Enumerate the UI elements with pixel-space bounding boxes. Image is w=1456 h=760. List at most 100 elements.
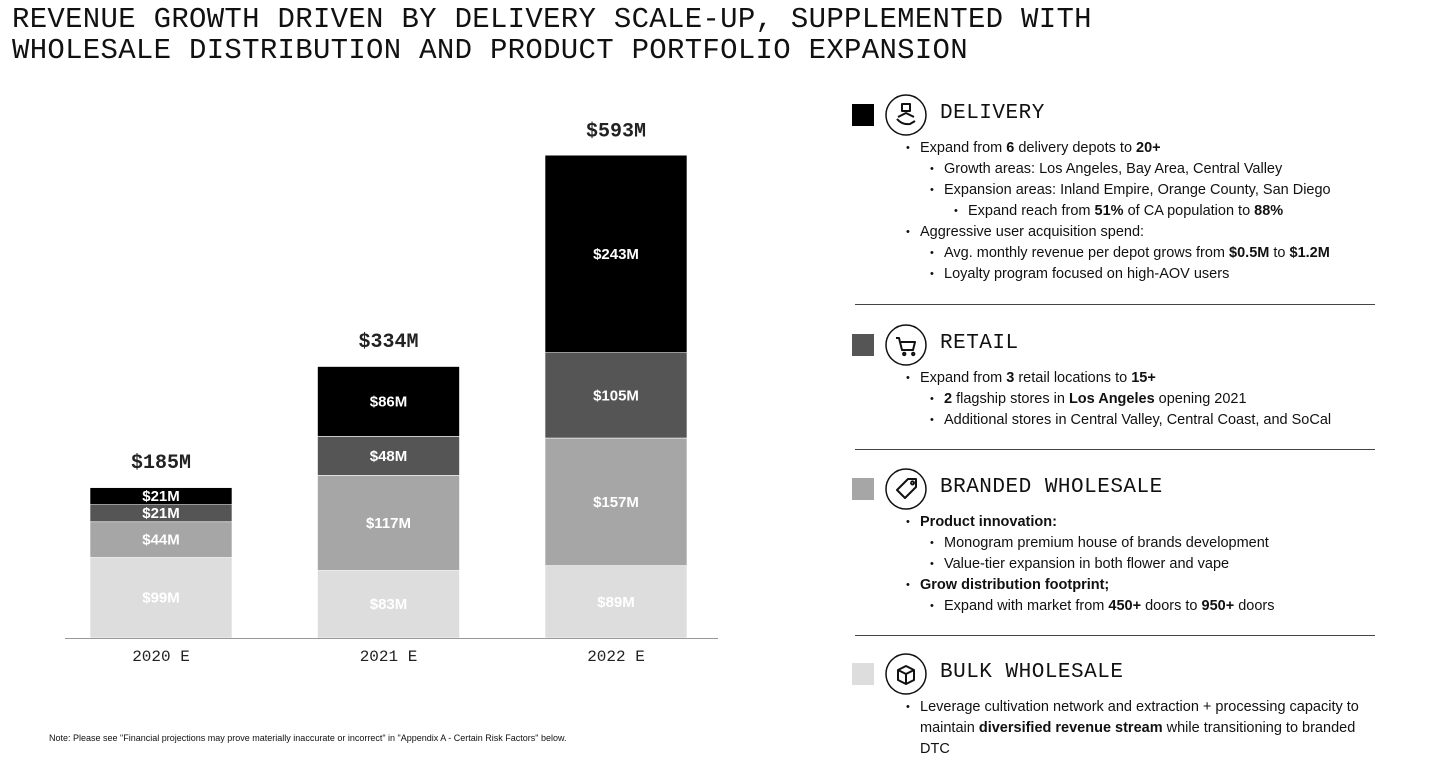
value-label: $86M [370,393,408,410]
text-run: Expand reach from [968,203,1095,219]
bold-run: Product innovation: [920,514,1057,530]
legend-swatch [852,334,874,356]
value-label: $157M [593,494,639,511]
bullet-text: Aggressive user acquisition spend: [906,222,1370,243]
panel-header: DELIVERY [852,94,1412,136]
text-run: doors to [1141,598,1202,614]
x-tick-label: 2022 E [587,648,645,666]
bullet-item: Product innovation: Monogram premium hous… [852,512,1412,575]
legend-swatch [852,663,874,685]
bullet-item: Expand with market from 450+ doors to 95… [852,596,1412,617]
bullet-list: Leverage cultivation network and extract… [852,697,1412,760]
text-run: Growth areas: Los Angeles, Bay Area, Cen… [944,161,1283,177]
value-label: $99M [142,590,180,607]
legend-panel: BRANDED WHOLESALE Product innovation: Mono… [852,468,1412,617]
bar-segment [317,366,460,437]
bar-segment [544,437,688,566]
bar-segment [89,557,233,639]
legend-label: BULK WHOLESALE [940,661,1124,684]
bullet-list: Expand from 3 retail locations to 15+2 f… [852,368,1412,431]
value-label: $44M [142,532,180,549]
bullet-item: Monogram premium house of brands develop… [852,533,1412,554]
text-run: Loyalty program focused on high-AOV user… [944,266,1230,282]
legend-label: DELIVERY [940,102,1045,125]
text-run: Additional stores in Central Valley, Cen… [944,412,1332,428]
legend-label: RETAIL [940,332,1019,355]
icon [885,94,927,136]
bullet-item: Aggressive user acquisition spend: Avg. m… [852,222,1412,285]
bullet-text: Additional stores in Central Valley, Cen… [930,410,1412,431]
value-label: $21M [142,505,180,522]
text-run: Leverage cultivation network and extract… [920,699,1359,736]
bar-segment [544,154,688,354]
legend-panel: BULK WHOLESALE Leverage cultivation netwo… [852,653,1412,760]
text-run: Expand with market from [944,598,1109,614]
text-run: opening 2021 [1154,391,1247,407]
bullet-text: 2 flagship stores in Los Angeles opening… [930,389,1412,410]
bullet-list: Product innovation: Monogram premium hous… [852,512,1412,617]
bold-run: 450+ [1108,598,1142,614]
bullet-text: Expand with market from 450+ doors to 95… [930,596,1412,617]
icon-glyph [896,337,916,357]
bold-run: 15+ [1131,370,1156,386]
bullet-text: Product innovation: [906,512,1370,533]
bullet-item: 2 flagship stores in Los Angeles opening… [852,389,1412,410]
bullet-text: Value-tier expansion in both flower and … [930,554,1412,575]
bullet-item: Growth areas: Los Angeles, Bay Area, Cen… [852,159,1412,180]
value-label: $117M [366,515,411,532]
bar-segment [89,521,233,558]
legend-panel: DELIVERY Expand from 6 delivery depots to… [852,94,1412,285]
bold-run: Grow distribution footprint; [920,577,1110,593]
text-run: flagship stores in [952,391,1069,407]
bullet-text: Leverage cultivation network and extract… [906,697,1370,760]
divider [855,635,1375,636]
legend-swatch [852,478,874,500]
bullet-item: Additional stores in Central Valley, Cen… [852,410,1412,431]
bar-segment [544,565,688,639]
bold-run: 88% [1254,203,1284,219]
text-run: Expand from [920,370,1007,386]
bar-segment [89,487,233,505]
bar-segment [317,436,460,476]
bullet-text: Grow distribution footprint; [906,575,1370,596]
bullet-item: Expand reach from 51% of CA population t… [852,201,1412,222]
bullet-item: Leverage cultivation network and extract… [852,697,1412,760]
bullet-item: Grow distribution footprint; Expand with … [852,575,1412,617]
text-run: to [1269,245,1290,261]
icon [885,468,927,510]
panel-header: RETAIL [852,324,1412,366]
text-run: doors [1234,598,1275,614]
value-label: $243M [593,246,639,263]
total-label: $334M [358,331,418,354]
divider [855,304,1375,305]
bullet-item: Expand from 3 retail locations to 15+2 f… [852,368,1412,431]
legend-panel: RETAIL Expand from 3 retail locations to … [852,324,1412,431]
bullet-item: Avg. monthly revenue per depot grows fro… [852,243,1412,264]
text-run: while transitioning to branded DTC [920,720,1356,757]
text-run: Monogram premium house of brands develop… [944,535,1269,551]
icon-glyph [896,103,916,126]
bold-run: 2 [944,391,953,407]
bullet-item: Expansion areas: Inland Empire, Orange C… [852,180,1412,222]
legend-label: BRANDED WHOLESALE [940,476,1163,499]
text-run: Value-tier expansion in both flower and … [944,556,1230,572]
total-label: $593M [586,120,646,143]
bold-run: 3 [1006,370,1015,386]
divider [855,449,1375,450]
x-tick-label: 2021 E [360,648,418,666]
bullet-text: Loyalty program focused on high-AOV user… [930,264,1412,285]
icon-glyph [896,478,917,499]
panel-header: BULK WHOLESALE [852,653,1412,695]
icon-glyph [897,665,915,685]
footnote: Note: Please see "Financial projections … [49,733,567,743]
bullet-text: Expansion areas: Inland Empire, Orange C… [930,180,1412,201]
bold-run: 20+ [1136,140,1161,156]
text-run: Expand from [920,140,1007,156]
icon-circle [885,324,927,366]
bullet-text: Expand from 6 delivery depots to 20+ [906,138,1370,159]
bold-run: 950+ [1201,598,1235,614]
bullet-list: Expand from 6 delivery depots to 20+ Grow… [852,138,1412,285]
text-run: of CA population to [1123,203,1255,219]
text-run: Aggressive user acquisition spend: [920,224,1145,240]
